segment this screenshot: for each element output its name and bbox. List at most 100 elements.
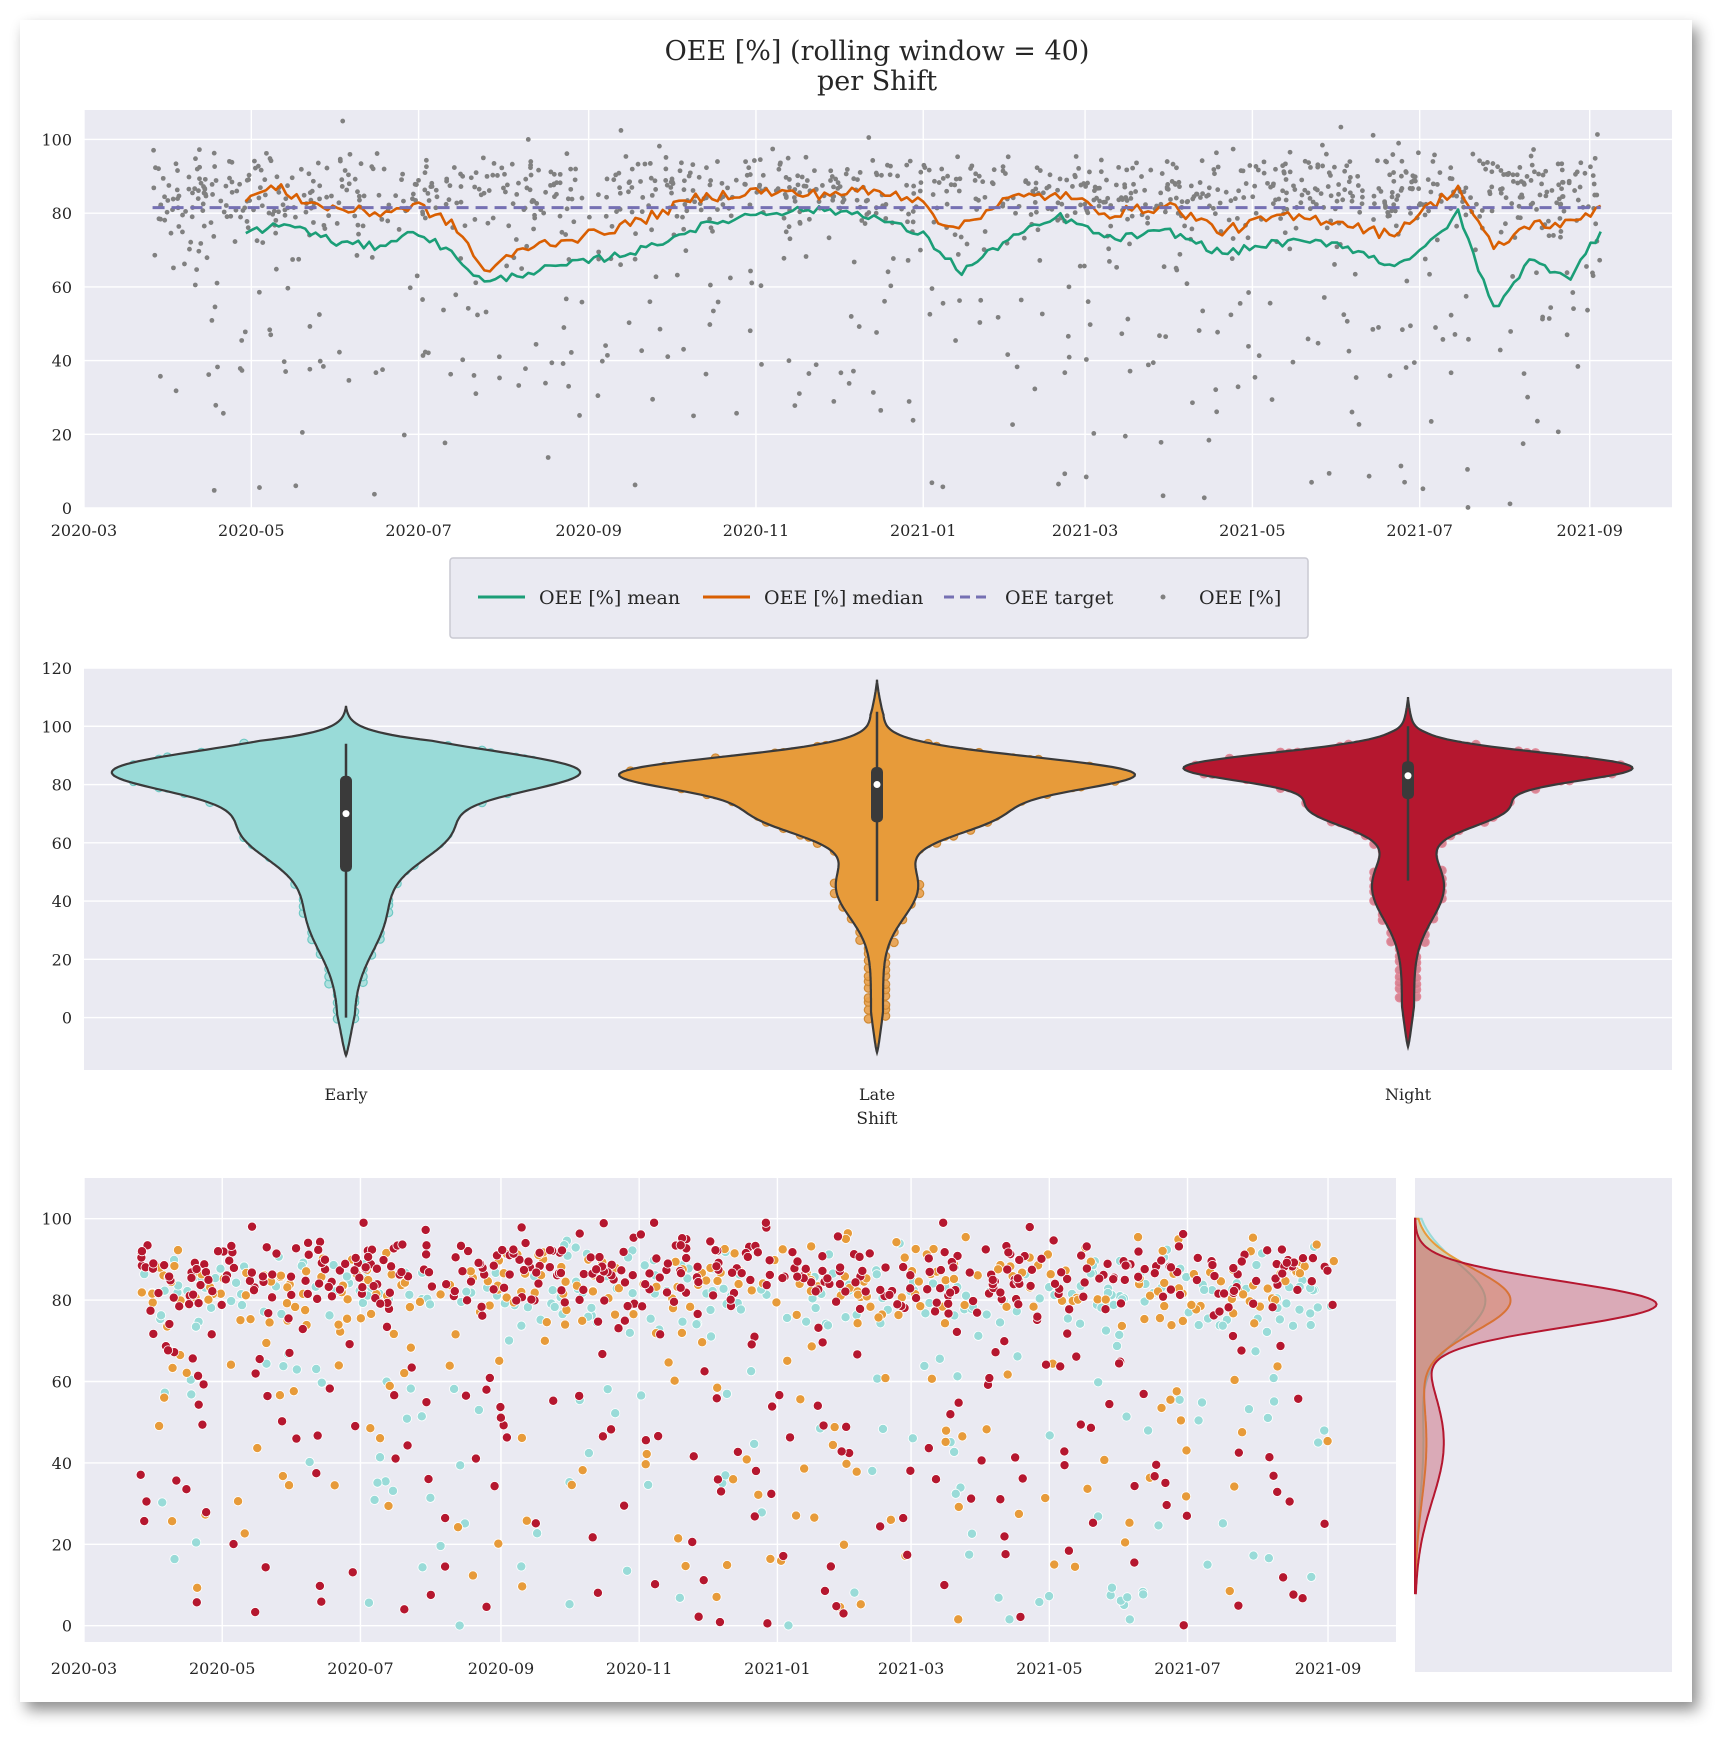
y-tick-label: 40	[52, 352, 72, 371]
scatter-point	[1075, 1318, 1086, 1329]
scatter-point	[1250, 1346, 1261, 1357]
scatter-point	[622, 1565, 633, 1576]
oee-point	[1033, 186, 1039, 192]
oee-point	[1585, 307, 1590, 313]
oee-point	[677, 168, 683, 174]
scatter-point	[193, 1370, 204, 1381]
scatter-point	[728, 1474, 739, 1485]
oee-point	[1470, 151, 1476, 157]
oee-point	[835, 186, 841, 191]
oee-point	[1305, 190, 1311, 196]
oee-point	[797, 220, 803, 226]
oee-point	[274, 174, 280, 180]
scatter-point	[342, 1313, 353, 1324]
scatter-point	[940, 1436, 951, 1447]
scatter-point	[905, 1270, 916, 1281]
scatter-point	[801, 1316, 812, 1327]
oee-point	[1287, 246, 1293, 252]
scatter-point	[1261, 1326, 1272, 1337]
scatter-point	[1004, 1614, 1015, 1625]
oee-point	[797, 190, 803, 196]
oee-point	[1540, 172, 1546, 178]
oee-point	[1344, 318, 1350, 324]
oee-point	[1536, 171, 1541, 177]
oee-point	[557, 180, 563, 186]
oee-point	[1514, 172, 1520, 178]
scatter-point	[1045, 1269, 1056, 1280]
oee-point	[1570, 290, 1576, 295]
oee-point	[1387, 213, 1392, 219]
scatter-point	[1311, 1239, 1322, 1250]
scatter-point	[1177, 1316, 1188, 1327]
scatter-point	[898, 1262, 909, 1273]
scatter-point	[732, 1446, 743, 1457]
scatter-point	[597, 1431, 608, 1442]
oee-point	[953, 176, 959, 182]
scatter-point	[470, 1453, 481, 1464]
oee-point	[1556, 182, 1562, 188]
oee-point	[164, 209, 170, 215]
scatter-point	[902, 1549, 913, 1560]
oee-point	[1543, 193, 1549, 199]
scatter-point	[250, 1368, 261, 1379]
scatter-point	[1294, 1304, 1305, 1315]
oee-point	[334, 221, 340, 226]
scatter-point	[1093, 1377, 1104, 1388]
plot-area	[84, 110, 1672, 508]
oee-point	[1534, 206, 1539, 212]
scatter-point	[300, 1275, 311, 1286]
oee-point	[1537, 192, 1543, 198]
scatter-point	[247, 1221, 258, 1232]
scatter-point	[654, 1272, 665, 1283]
figure-card: OEE [%] (rolling window = 40) per Shift …	[20, 20, 1692, 1702]
scatter-point	[923, 1443, 934, 1454]
scatter-point	[267, 1269, 278, 1280]
scatter-point	[981, 1309, 992, 1320]
scatter-point	[949, 1446, 960, 1457]
scatter-point	[1156, 1255, 1167, 1266]
oee-point	[668, 185, 674, 190]
scatter-point	[1133, 1246, 1144, 1257]
scatter-point	[1119, 1274, 1130, 1285]
oee-point	[443, 201, 449, 207]
scatter-point	[984, 1373, 995, 1384]
oee-point	[1548, 305, 1554, 310]
oee-point	[1273, 197, 1278, 203]
oee-point	[948, 182, 954, 188]
scatter-point	[606, 1424, 617, 1435]
oee-point	[1378, 189, 1384, 194]
oee-point	[1246, 343, 1251, 349]
oee-point	[1230, 146, 1236, 152]
oee-point	[848, 314, 854, 319]
oee-point	[927, 311, 933, 317]
oee-point	[1229, 256, 1235, 262]
oee-point	[708, 178, 714, 183]
oee-point	[1546, 316, 1552, 321]
scatter-point	[499, 1282, 510, 1293]
scatter-point	[941, 1425, 952, 1436]
oee-point	[1298, 200, 1304, 206]
oee-point	[441, 307, 446, 313]
oee-point	[361, 193, 367, 199]
oee-point	[1158, 439, 1164, 445]
oee-point	[652, 178, 658, 184]
iqr-box-late	[871, 767, 883, 823]
oee-point	[681, 178, 687, 184]
oee-point	[964, 241, 970, 247]
oee-point	[1062, 471, 1068, 477]
oee-point	[451, 165, 457, 170]
oee-point	[373, 370, 379, 376]
scatter-point	[517, 1581, 528, 1592]
oee-point	[1087, 169, 1092, 175]
scatter-point	[1278, 1572, 1289, 1583]
oee-point	[864, 212, 870, 217]
scatter-point	[435, 1540, 446, 1551]
oee-point	[1383, 203, 1388, 209]
scatter-point	[926, 1373, 937, 1384]
oee-point	[744, 172, 750, 178]
oee-point	[1083, 474, 1089, 480]
oee-point	[186, 174, 192, 180]
oee-point	[1559, 167, 1565, 173]
scatter-point	[233, 1496, 244, 1507]
oee-point	[393, 193, 399, 199]
